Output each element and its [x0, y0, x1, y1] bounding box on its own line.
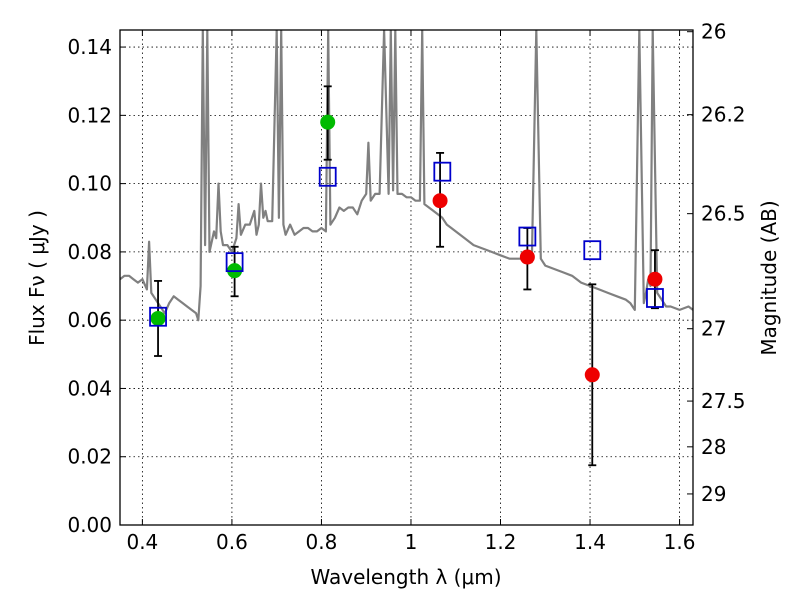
y2-tick-label: 26.2: [701, 103, 746, 127]
y-tick-label: 0.06: [67, 308, 112, 332]
plot-frame: [119, 29, 694, 526]
x-tick-label: 0.6: [216, 530, 248, 554]
y2-tick-label: 27: [701, 317, 726, 341]
model-photometry-square: [149, 306, 167, 327]
y2-axis: 26 26.2 26.5 27 27.5 28 29: [687, 20, 746, 506]
model-photometry-square: [318, 166, 337, 187]
x-axis-label: Wavelength λ (μm): [310, 565, 501, 589]
y-tick-label: 0.08: [67, 240, 112, 264]
x-tick-label: 0.8: [306, 530, 338, 554]
y-tick-label: 0.12: [67, 103, 112, 127]
green-data-point: [150, 310, 166, 326]
red-data-point: [647, 271, 663, 287]
model-photometry-layer: [149, 161, 664, 327]
model-photometry-square: [225, 252, 244, 273]
red-data-point: [584, 367, 600, 383]
x-axis: 0.4 0.6 0.8 1 1.2 1.4 1.6: [126, 30, 695, 554]
y-tick-label: 0.04: [67, 376, 112, 400]
y-axis-label: Flux Fν ( μJy ): [25, 210, 49, 346]
green-data-point: [320, 114, 336, 130]
y-axis: 0.00 0.02 0.04 0.06 0.08 0.10 0.12 0.14: [67, 35, 126, 537]
model-photometry-square: [518, 226, 537, 247]
model-spectrum-layer: [120, 30, 693, 322]
model-photometry-square: [433, 161, 452, 182]
model-photometry-square: [583, 240, 602, 261]
x-tick-label: 1.2: [485, 530, 517, 554]
y-tick-label: 0.02: [67, 445, 112, 469]
y2-tick-label: 29: [701, 482, 726, 506]
x-tick-label: 1.6: [664, 530, 696, 554]
x-tick-label: 1.4: [574, 530, 606, 554]
y-tick-label: 0.10: [67, 172, 112, 196]
model-photometry-square: [646, 288, 664, 308]
y2-tick-label: 26: [701, 20, 726, 44]
model-spectrum-line: [120, 30, 693, 322]
y2-tick-label: 26.5: [701, 202, 746, 226]
red-data-point: [519, 249, 535, 265]
y-tick-label: 0.14: [67, 35, 112, 59]
x-tick-label: 1: [405, 530, 418, 554]
observed-points-layer: [150, 114, 663, 383]
y-tick-label: 0.00: [67, 513, 112, 537]
x-tick-label: 0.4: [126, 530, 158, 554]
y2-tick-label: 28: [701, 435, 726, 459]
y2-axis-label: Magnitude (AB): [757, 200, 781, 355]
y2-tick-label: 27.5: [701, 389, 746, 413]
red-data-point: [432, 193, 448, 209]
